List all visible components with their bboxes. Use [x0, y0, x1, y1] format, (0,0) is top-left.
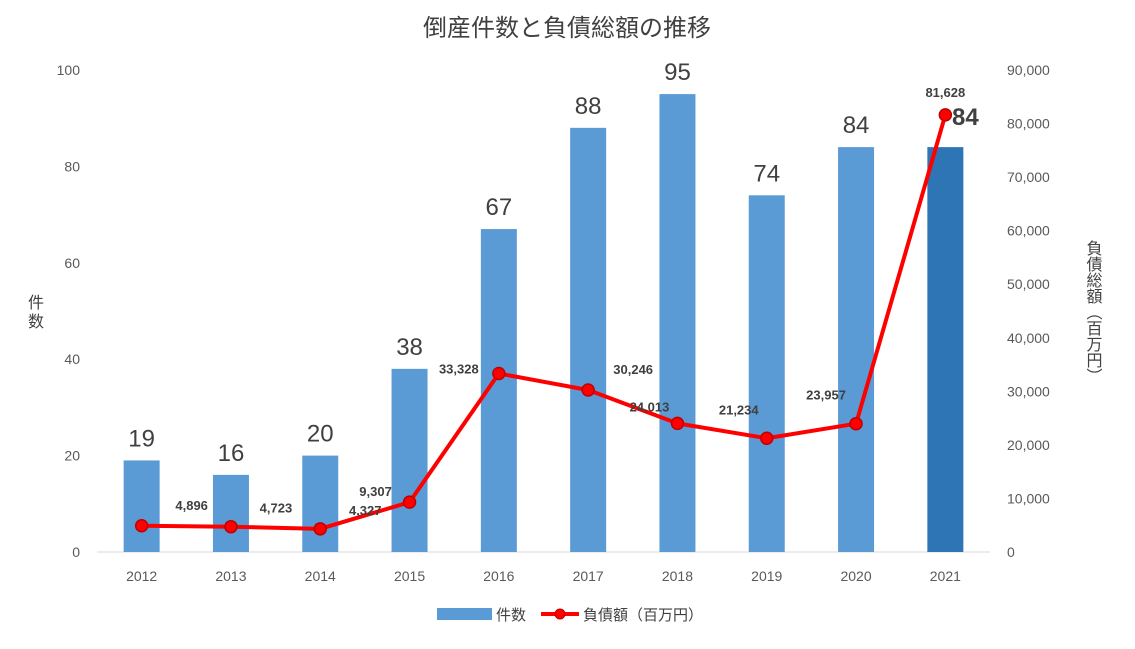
bar-data-label: 16: [218, 440, 245, 467]
x-tick-label: 2016: [483, 568, 514, 584]
y2-tick-label: 50,000: [1007, 276, 1050, 292]
debt-line: [141, 114, 948, 531]
y-tick-label: 80: [64, 158, 80, 174]
line-data-label: 33,328: [439, 362, 479, 377]
y2-tick-label: 60,000: [1007, 223, 1050, 239]
line-data-label: 81,628: [925, 85, 965, 100]
bar-data-label: 20: [307, 421, 334, 448]
legend-line-marker: [554, 608, 566, 620]
line-data-label: 4,723: [260, 501, 293, 516]
y2-tick-label: 10,000: [1007, 490, 1050, 506]
y2-tick-label: 30,000: [1007, 383, 1050, 399]
y2-tick-label: 0: [1007, 544, 1015, 560]
line-marker: [581, 383, 595, 397]
legend-bar-label: 件数: [496, 606, 526, 624]
line-series: [134, 108, 953, 536]
right-axis-title-text: 負債総額（百万円）: [1084, 240, 1103, 384]
bar-data-label: 84: [843, 112, 870, 139]
x-tick-label: 2018: [662, 568, 693, 584]
y-tick-label: 60: [64, 255, 80, 271]
y-tick-label: 20: [64, 448, 80, 464]
y2-tick-label: 40,000: [1007, 330, 1050, 346]
line-marker: [313, 522, 327, 536]
x-tick-label: 2021: [930, 568, 961, 584]
bar-data-label: 67: [485, 194, 512, 221]
bar-data-label: 95: [664, 59, 691, 86]
legend: 件数 負債額（百万円）: [437, 606, 703, 624]
bar-data-label: 19: [128, 425, 155, 452]
bar: [838, 147, 875, 552]
x-tick-label: 2012: [126, 568, 157, 584]
bar: [748, 195, 785, 552]
y2-tick-label: 90,000: [1007, 62, 1050, 78]
line-data-label: 9,307: [359, 484, 392, 499]
x-tick-label: 2014: [305, 568, 336, 584]
line-data-label: 4,327: [349, 503, 382, 518]
line-data-label: 23,957: [806, 388, 846, 403]
chart-title: 倒産件数と負債総額の推移: [423, 14, 711, 42]
bar: [212, 474, 249, 552]
bar: [302, 455, 339, 552]
y2-tick-label: 70,000: [1007, 169, 1050, 185]
bar-data-label: 88: [575, 93, 602, 120]
bar-data-label: 84: [952, 104, 979, 131]
line-data-label: 4,896: [175, 498, 208, 513]
x-tick-label: 2017: [573, 568, 604, 584]
line-marker: [670, 416, 685, 431]
line-marker: [938, 108, 953, 122]
bar: [391, 368, 428, 552]
y-tick-label: 40: [64, 351, 80, 367]
bar: [570, 127, 607, 552]
line-marker: [402, 495, 417, 509]
right-axis-ticks: 0 10,000 20,000 30,000 40,000 50,000 60,000 70,…: [1007, 62, 1050, 560]
y-tick-label: 100: [57, 62, 81, 78]
bar-series: [123, 94, 964, 552]
legend-bar-swatch: [437, 608, 492, 620]
bar-labels: 19 16 20 38 67 88 95 74 84 84: [128, 59, 979, 467]
line-marker: [492, 366, 506, 381]
bar: [659, 94, 696, 552]
y2-tick-label: 20,000: [1007, 437, 1050, 453]
line-marker: [134, 519, 149, 533]
legend-line-label: 負債額（百万円）: [583, 606, 703, 624]
bar-data-label: 38: [396, 334, 423, 361]
x-tick-label: 2013: [215, 568, 246, 584]
right-axis-title: 負債総額（百万円）: [1084, 240, 1103, 384]
bar-data-label: 74: [753, 160, 780, 187]
line-marker: [224, 519, 238, 534]
x-tick-label: 2015: [394, 568, 425, 584]
bar: [927, 147, 964, 552]
line-data-label: 24,013: [630, 399, 670, 414]
y-tick-label: 0: [72, 544, 80, 560]
x-axis-ticks: 2012 2013 2014 2015 2016 2017 2018 2019 2020 2021: [126, 568, 961, 584]
left-axis-ticks: 0 20 40 60 80 100: [57, 62, 81, 560]
line-labels: 4,896 4,723 4,327 9,307 33,328 30,246 24,013 21…: [175, 85, 965, 518]
left-axis-title-char: 件: [28, 293, 44, 312]
line-marker: [849, 416, 863, 431]
line-marker: [760, 431, 774, 446]
bar: [123, 460, 160, 552]
left-axis-title-char: 数: [28, 312, 44, 331]
x-tick-label: 2020: [840, 568, 871, 584]
line-data-label: 21,234: [719, 402, 760, 417]
line-data-label: 30,246: [613, 362, 653, 377]
y2-tick-label: 80,000: [1007, 116, 1050, 132]
left-axis-title: 件 数: [28, 293, 44, 331]
x-tick-label: 2019: [751, 568, 782, 584]
